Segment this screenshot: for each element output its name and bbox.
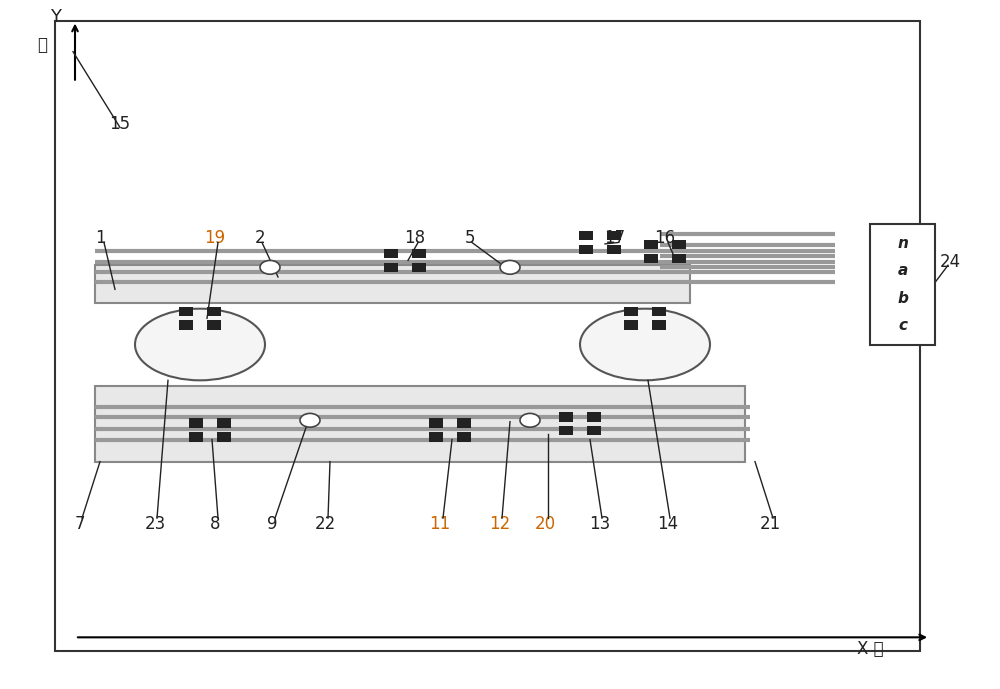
Bar [384, 249, 398, 258]
Bar [189, 432, 203, 442]
Text: 5: 5 [465, 229, 475, 247]
Bar [457, 432, 471, 442]
Text: 轴: 轴 [37, 36, 47, 54]
Bar [644, 254, 658, 263]
Circle shape [300, 413, 320, 427]
Bar [95, 386, 745, 462]
Bar [412, 249, 426, 258]
Bar [607, 245, 621, 254]
Text: 22: 22 [314, 515, 336, 533]
Bar [870, 224, 935, 344]
Text: 23: 23 [144, 515, 166, 533]
Bar [429, 418, 443, 428]
Circle shape [520, 413, 540, 427]
Text: 7: 7 [75, 515, 85, 533]
Text: 2: 2 [255, 229, 265, 247]
Text: b: b [897, 291, 908, 306]
Text: 18: 18 [404, 229, 426, 247]
Ellipse shape [135, 309, 265, 380]
Bar [179, 307, 193, 316]
Text: n: n [897, 236, 908, 251]
Text: 15: 15 [109, 115, 131, 133]
Bar [207, 307, 221, 316]
Bar [624, 307, 638, 316]
Bar [429, 432, 443, 442]
Bar [672, 240, 686, 249]
Text: c: c [898, 318, 907, 333]
Circle shape [500, 260, 520, 274]
Bar [559, 412, 573, 422]
Text: 19: 19 [204, 229, 226, 247]
Text: 1: 1 [95, 229, 105, 247]
Text: 11: 11 [429, 515, 451, 533]
Bar [587, 412, 601, 422]
Bar [672, 254, 686, 263]
Text: 8: 8 [210, 515, 220, 533]
Bar [95, 265, 690, 303]
Text: 12: 12 [489, 515, 511, 533]
Text: Y: Y [50, 8, 62, 26]
Text: a: a [897, 263, 908, 278]
Text: 20: 20 [534, 515, 556, 533]
Circle shape [260, 260, 280, 274]
Bar [652, 307, 666, 316]
Bar [457, 418, 471, 428]
Text: X 轴: X 轴 [857, 640, 883, 658]
Bar [207, 320, 221, 330]
Text: 21: 21 [759, 515, 781, 533]
Bar [559, 426, 573, 435]
Bar [189, 418, 203, 428]
Text: 9: 9 [267, 515, 277, 533]
Text: 13: 13 [589, 515, 611, 533]
Bar [217, 418, 231, 428]
Bar [412, 263, 426, 272]
Bar [384, 263, 398, 272]
Text: 14: 14 [657, 515, 679, 533]
Bar [217, 432, 231, 442]
Text: 24: 24 [939, 253, 961, 271]
Bar [652, 320, 666, 330]
Bar [579, 231, 593, 240]
Text: 16: 16 [654, 229, 676, 247]
Bar [587, 426, 601, 435]
Text: 17: 17 [604, 229, 626, 247]
Bar [624, 320, 638, 330]
Bar [644, 240, 658, 249]
Bar [579, 245, 593, 254]
Bar [55, 21, 920, 651]
Bar [179, 320, 193, 330]
Bar [607, 231, 621, 240]
Ellipse shape [580, 309, 710, 380]
